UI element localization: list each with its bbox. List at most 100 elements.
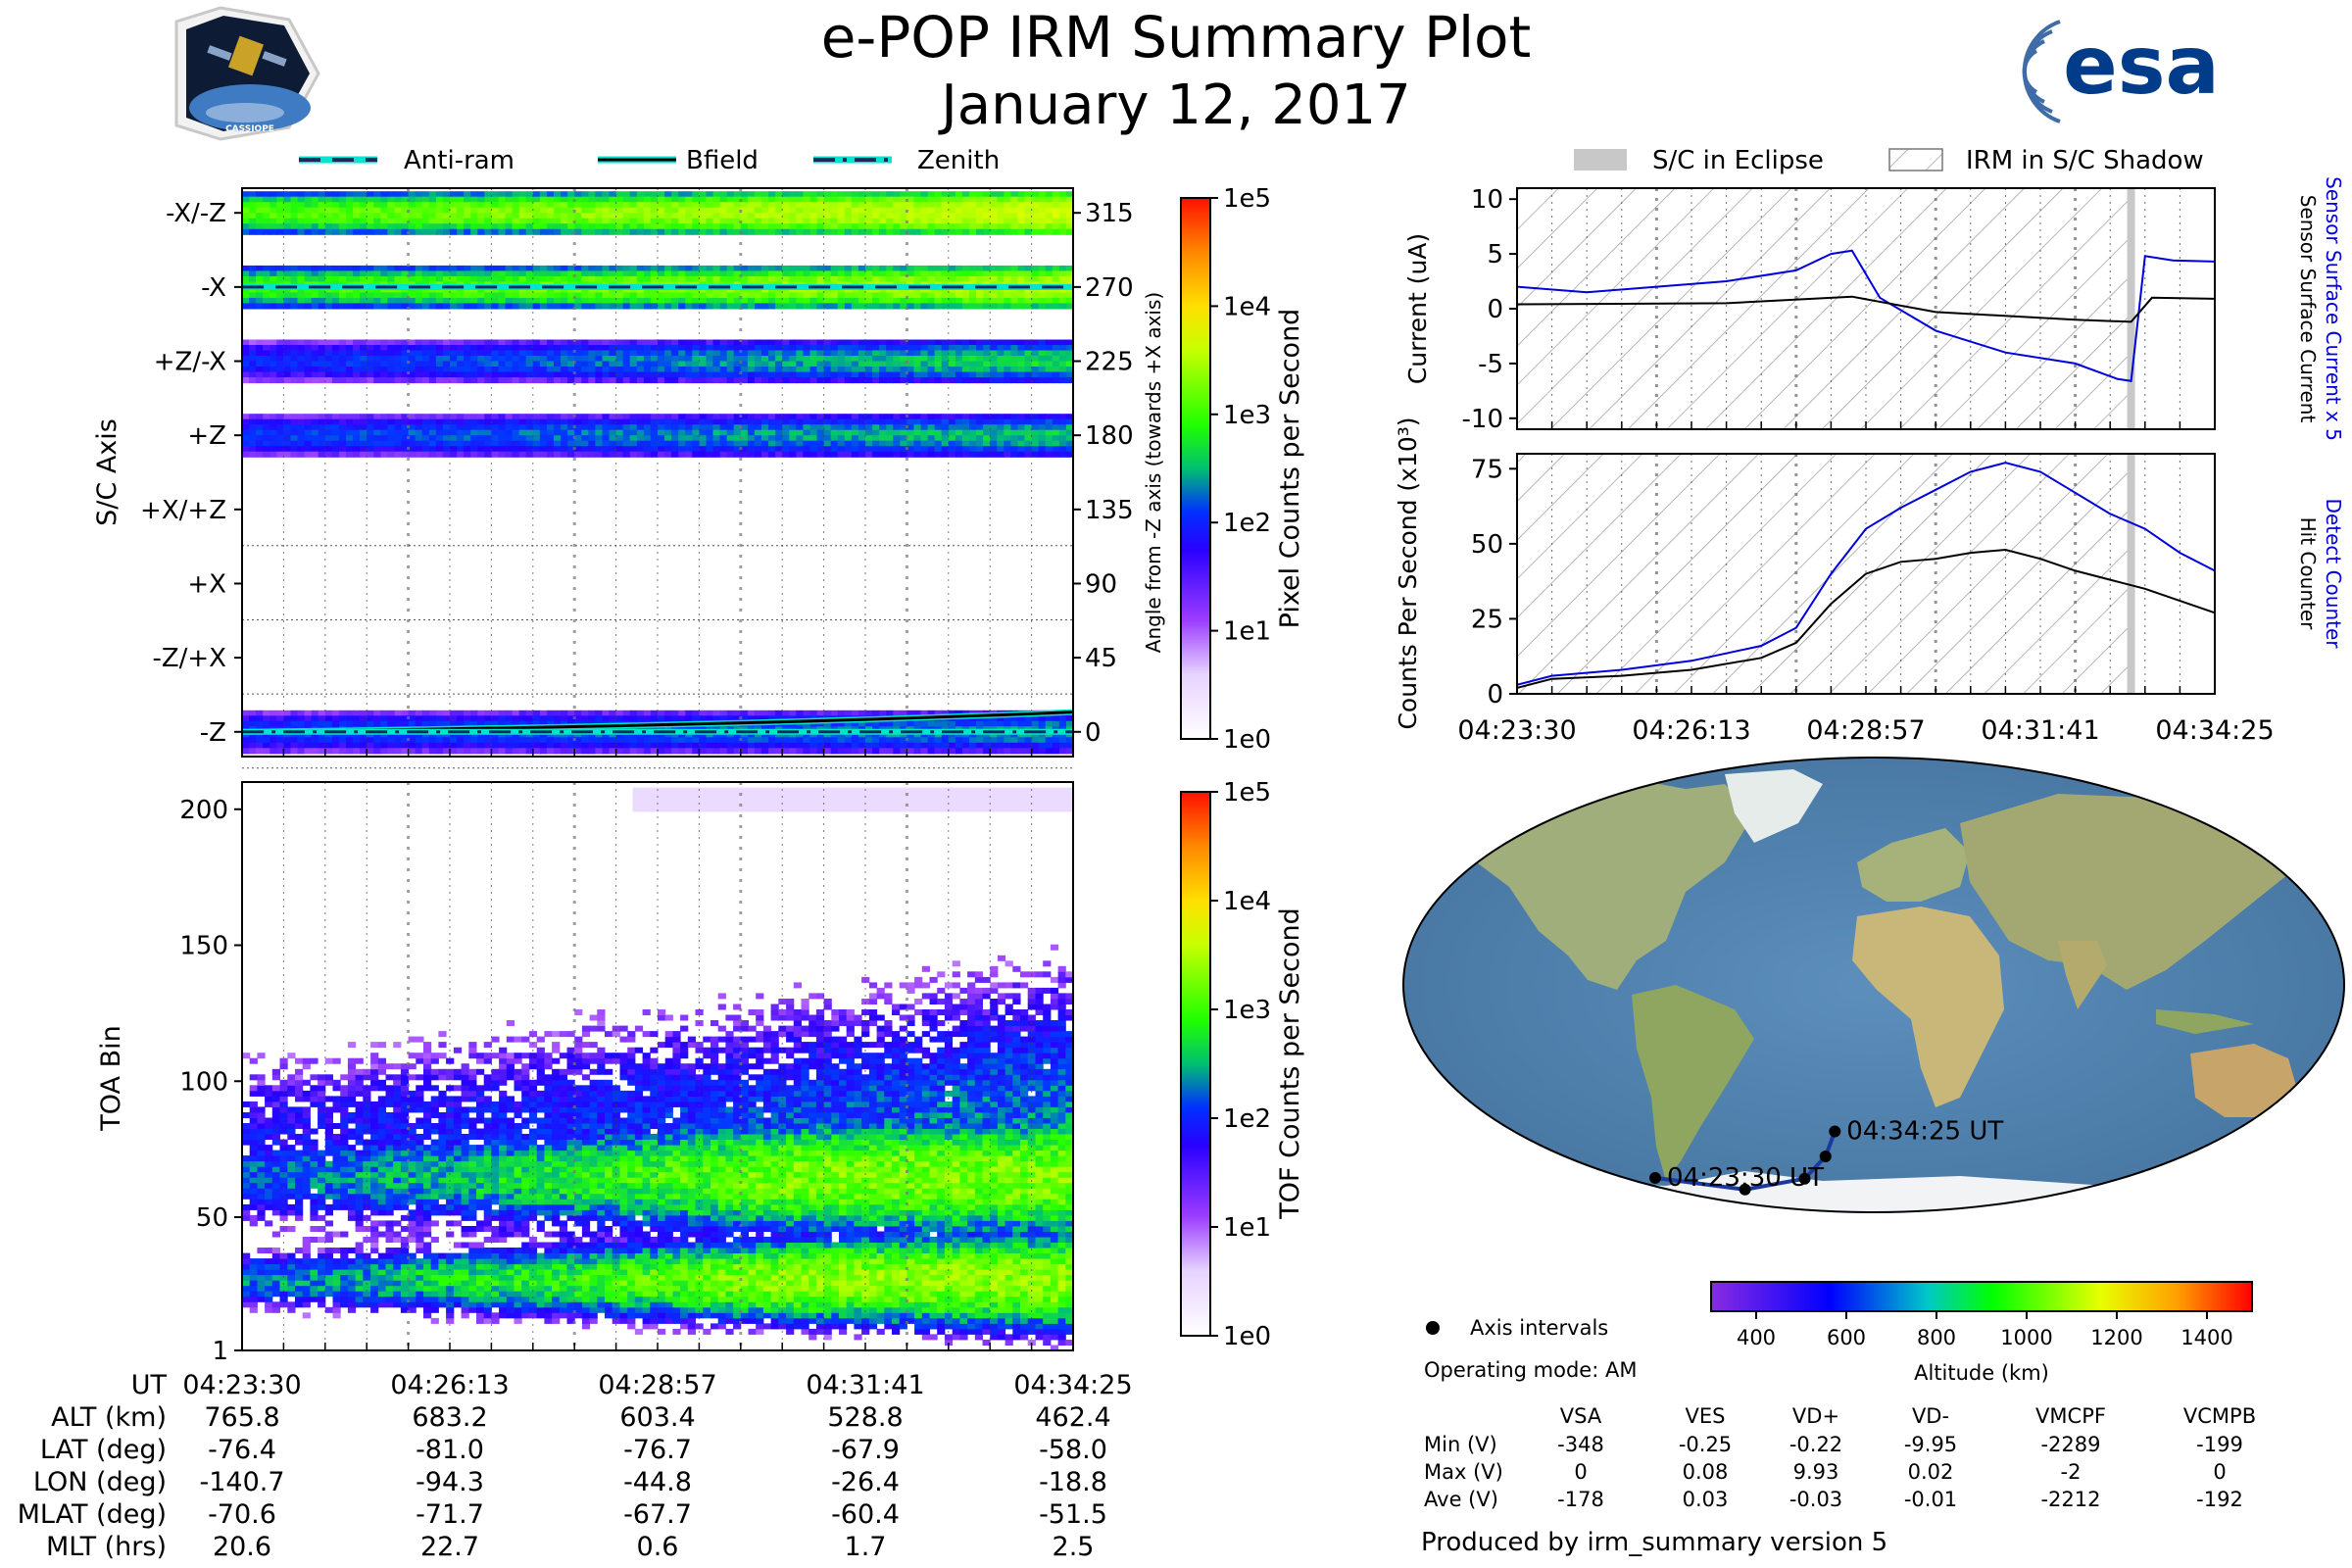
pixel-ytick-label: +X/+Z (140, 496, 226, 525)
ephemeris-value: 0.6 (637, 1532, 679, 1562)
counts-eclipse-edge (2127, 454, 2135, 694)
legend-label-eclipse: S/C in Eclipse (1652, 146, 1824, 175)
voltage-value: 0 (2213, 1460, 2226, 1484)
altitude-tick-label: 400 (1737, 1326, 1776, 1349)
voltage-value: -348 (1557, 1433, 1604, 1456)
current-series (1517, 249, 2215, 382)
counts-series (1517, 462, 2215, 689)
tof-ytick-label: 100 (179, 1067, 228, 1097)
colorbar-tick-label: 1e3 (1223, 401, 1271, 430)
ephemeris-value: -140.7 (199, 1467, 284, 1497)
colorbar-tick-label: 1e2 (1223, 509, 1271, 538)
map-orbit-track: 04:23:30 UT 04:34:25 UT (1649, 1117, 2003, 1196)
current-axis-ticks: 10 5 0 -5 -10 (1462, 185, 2216, 434)
current-right-label-black: Sensor Surface Current (2296, 195, 2320, 423)
voltage-value: -2289 (2040, 1433, 2100, 1456)
ephemeris-table: UT 04:23:30 04:26:13 04:28:57 04:31:41 04:34… (18, 1370, 1133, 1562)
current-shadow-region (1517, 188, 2132, 429)
altitude-colorbar-ticks: 400 600 800 1000 1200 1400 (1737, 1311, 2233, 1349)
ephemeris-value: 765.8 (204, 1402, 279, 1433)
pixel-angle-label: 90 (1085, 569, 1117, 599)
ephemeris-value: 2.5 (1053, 1532, 1095, 1562)
colorbar-tick-label: 1e4 (1223, 292, 1271, 321)
cnt-ytick-label: 25 (1471, 605, 1503, 634)
ephemeris-value: 22.7 (420, 1532, 479, 1562)
counts-xtick-label: 04:26:13 (1632, 715, 1750, 746)
map-south-america (1632, 985, 1754, 1181)
legend-sc-axis-lines: Anti-ram Bfield Zenith (299, 146, 1000, 175)
counts-xtick-label: 04:23:30 (1457, 715, 1576, 746)
current-panel: 10 5 0 -5 -10 Current (uA) Sensor Surface Cu… (1403, 176, 2345, 441)
voltage-value: -0.01 (1904, 1488, 1957, 1511)
counts-right-label-black: Hit Counter (2296, 517, 2320, 630)
pixel-angle-label: 0 (1085, 718, 1102, 748)
ephemeris-value: -60.4 (831, 1499, 900, 1530)
ephemeris-value: -51.5 (1039, 1499, 1107, 1530)
ephemeris-value: 20.6 (213, 1532, 271, 1562)
pixel-ylabel: S/C Axis (92, 418, 122, 526)
pixel-band-XZ (242, 191, 1074, 235)
map-greenland (1725, 769, 1823, 843)
pixel-angle-label: 315 (1085, 199, 1134, 228)
pixel-ytick-label: -Z/+X (152, 644, 226, 673)
counts-panel: 0 25 50 75 Counts Per Second (x10³) Detect … (1394, 416, 2345, 746)
ephemeris-value: -76.7 (623, 1435, 692, 1465)
counts-xtick-label: 04:31:41 (1981, 715, 2099, 746)
colorbar-tick-label: 1e1 (1223, 1213, 1271, 1243)
orbit-map: 04:23:30 UT 04:34:25 UT (1402, 757, 2345, 1213)
voltage-value: 0.08 (1683, 1460, 1729, 1484)
ephemeris-row-label: MLT (hrs) (46, 1532, 167, 1562)
pixel-counts-panel: -X/-Z 315 -X 270 +Z/-X 225 +Z 180 +X/+Z 135 +X 90 -Z… (92, 187, 1165, 769)
voltage-value: -0.25 (1679, 1433, 1732, 1456)
tof-ytick-label: 1 (212, 1337, 228, 1366)
esa-logo: esa (2022, 20, 2220, 123)
ephemeris-value: 1.7 (845, 1532, 887, 1562)
pixel-ytick-label: +X (187, 569, 226, 599)
tof-colorbar-label: TOF Counts per Second (1275, 907, 1305, 1220)
pixel-ytick-label: +Z/-X (154, 348, 226, 377)
tof-ytick-label: 150 (179, 932, 228, 961)
pixel-band-Z (242, 710, 1074, 755)
voltage-column-header: VCMPB (2183, 1404, 2256, 1428)
pixel-ytick-label: -X/-Z (166, 199, 226, 228)
figure-title: e-POP IRM Summary Plot (821, 4, 1532, 71)
series-detect-counter (1517, 462, 2215, 686)
voltage-column-header: VD- (1912, 1404, 1949, 1428)
pixel-axis-ticks: -X/-Z 315 -X 270 +Z/-X 225 +Z 180 +X/+Z 135 +X 90 -Z… (140, 199, 1134, 757)
legend-eclipse: S/C in Eclipse IRM in S/C Shadow (1574, 146, 2204, 175)
track-end-label: 04:34:25 UT (1846, 1117, 2003, 1147)
pixel-heatmap (242, 191, 1074, 755)
voltage-column-header: VES (1686, 1404, 1726, 1428)
counts-shadow-region (1517, 454, 2132, 694)
map-indonesia (2156, 1009, 2254, 1034)
pixel-overlay-lines (241, 283, 1074, 735)
esa-logo-text: esa (2063, 20, 2220, 113)
ephemeris-time: 04:26:13 (390, 1370, 509, 1400)
pixel-band-Z (242, 414, 1074, 458)
ephemeris-row-label: ALT (km) (51, 1402, 167, 1433)
tof-gridlines (282, 782, 1033, 1350)
colorbar-tick-label: 1e3 (1223, 996, 1271, 1025)
map-india (2058, 941, 2107, 1009)
ephemeris-time: 04:28:57 (598, 1370, 716, 1400)
tof-colorbar-ticks: 1e5 1e4 1e3 1e2 1e1 1e0 (1210, 778, 1271, 1351)
pixel-angle-label: 135 (1085, 496, 1134, 525)
ephemeris-time: 04:31:41 (806, 1370, 924, 1400)
ephemeris-value: -67.9 (831, 1435, 900, 1465)
axis-intervals-label: Axis intervals (1470, 1316, 1608, 1340)
tof-colorbar: 1e5 1e4 1e3 1e2 1e1 1e0 TOF Counts per Second (1180, 778, 1305, 1351)
tof-ylabel: TOA Bin (96, 1025, 126, 1131)
ephemeris-value: -58.0 (1039, 1435, 1107, 1465)
voltage-value: 0.03 (1683, 1488, 1729, 1511)
legend-swatch-eclipse (1574, 149, 1627, 171)
voltage-value: -0.22 (1789, 1433, 1842, 1456)
altitude-tick-label: 1000 (2000, 1326, 2052, 1349)
cassiope-logo: CASSIOPE (174, 6, 320, 141)
cur-ytick-label: -5 (1478, 350, 1503, 379)
legend-label-zenith: Zenith (917, 146, 1000, 175)
counts-xtick-label: 04:34:25 (2155, 715, 2274, 746)
voltage-value: 9.93 (1793, 1460, 1839, 1484)
altitude-tick-label: 600 (1827, 1326, 1866, 1349)
voltage-value: -2212 (2040, 1488, 2100, 1511)
